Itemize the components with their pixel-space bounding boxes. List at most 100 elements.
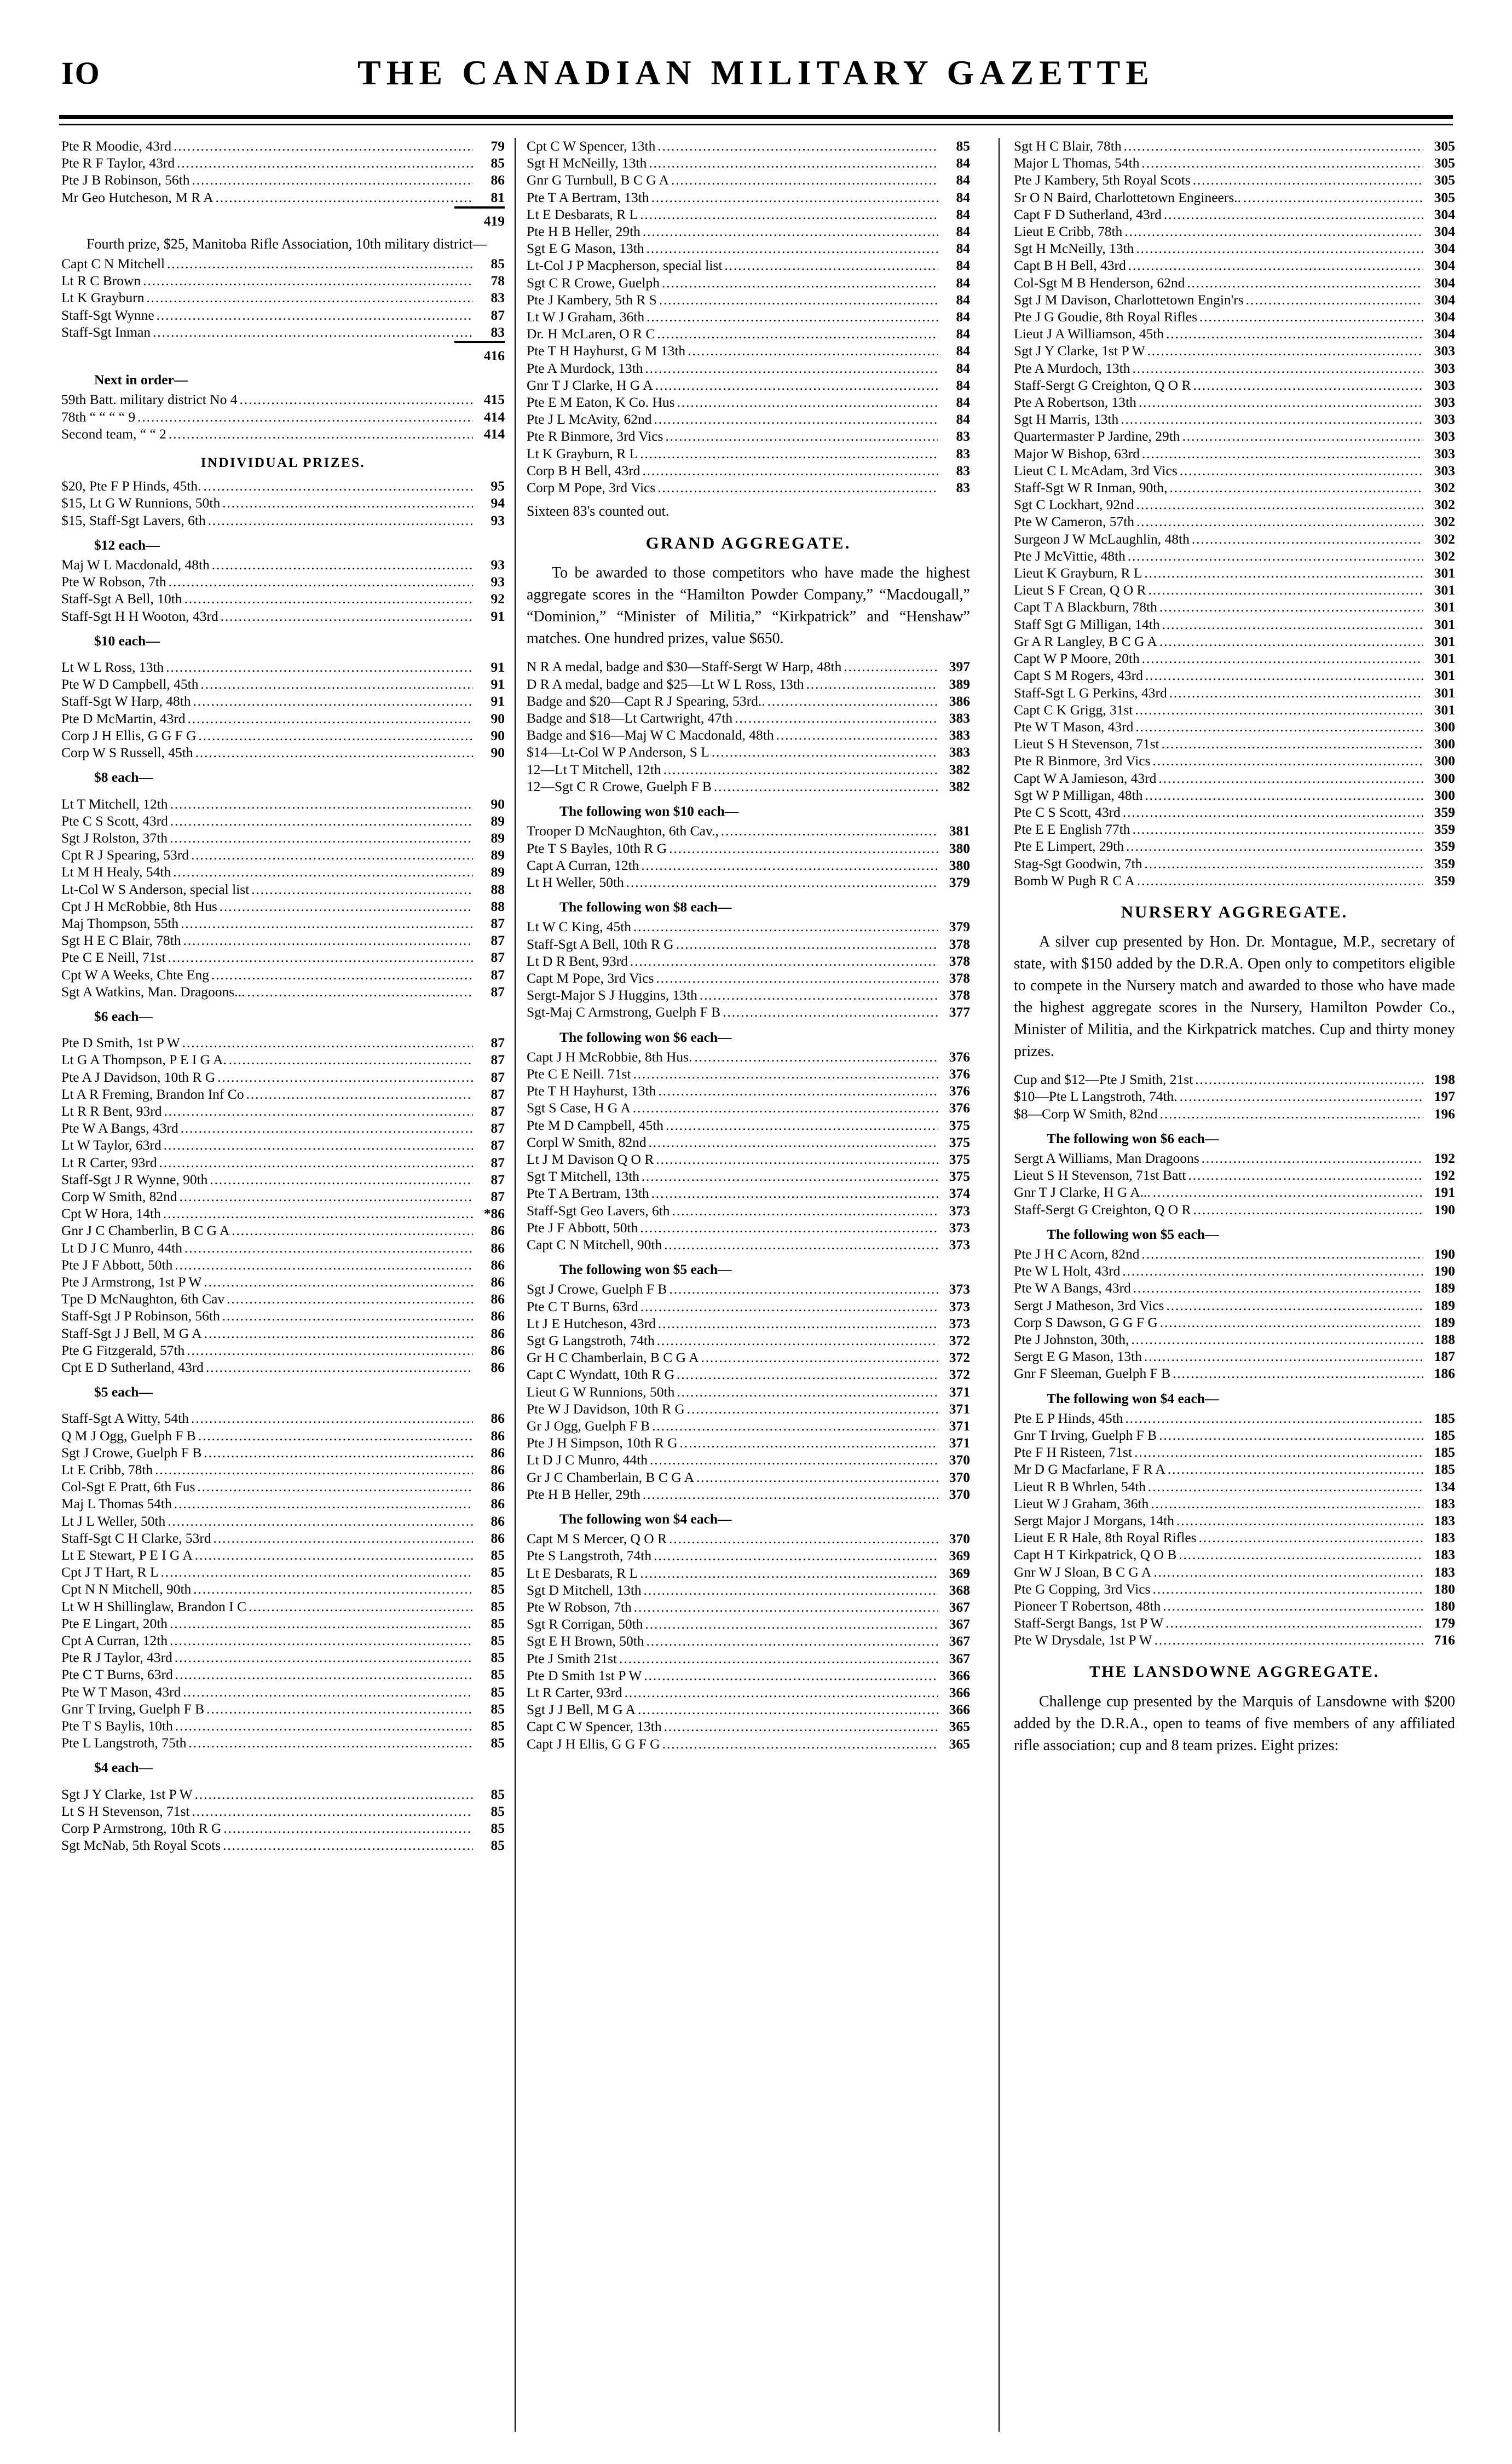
leader-dots: ........................................… <box>203 479 473 494</box>
prize-entry-row: Sgt J J Bell, M G A.....................… <box>527 1701 970 1718</box>
competitor-name: Lt E Desbarats, R L <box>527 1565 638 1581</box>
leader-dots: ........................................… <box>776 728 938 743</box>
prize-entry-row: Lt W L Ross, 13th.......................… <box>61 659 505 676</box>
score-value: 301 <box>1434 582 1455 598</box>
leader-dots: ........................................… <box>213 1531 473 1546</box>
leader-dots: ........................................… <box>649 156 938 171</box>
leader-dots: ........................................… <box>656 1152 938 1167</box>
won-5-label: The following won $5 each— <box>559 1261 732 1278</box>
prize-entry-row: Lt S H Stevenson, 71st..................… <box>61 1803 505 1820</box>
competitor-name: Lt E Desbarats, R L <box>527 206 638 222</box>
leader-dots: ........................................… <box>1132 822 1424 838</box>
leader-dots: ........................................… <box>713 779 938 794</box>
leader-dots: ........................................… <box>724 258 938 274</box>
section-label-8: $8 each— <box>94 769 153 786</box>
prize-entry-row: Maj W L Macdonald, 48th.................… <box>61 557 505 574</box>
competitor-name: Pte R Binmore, 3rd Vics <box>527 428 663 445</box>
competitor-name: Pte J B Robinson, 56th <box>61 172 190 188</box>
competitor-name: Staff-Sergt G Creighton, Q O R <box>1014 1201 1191 1217</box>
leader-dots: ........................................… <box>146 291 473 306</box>
competitor-name: Bomb W Pugh R C A <box>1014 872 1135 888</box>
prize-entry-row: Sgt H C Blair, 78th.....................… <box>1014 138 1455 155</box>
competitor-name: Pte A J Davidson, 10th R G <box>61 1069 216 1085</box>
score-value: 84 <box>956 411 971 428</box>
prize-entry-row: Gr A R Langley, B C G A.................… <box>1014 633 1455 650</box>
competitor-name: Sgt H McNeilly, 13th <box>1014 240 1134 257</box>
prize-entry-row: Pte T A Bertram, 13th...................… <box>527 1185 970 1202</box>
score-value: 301 <box>1434 633 1455 649</box>
competitor-name: Major W Bishop, 63rd <box>1014 445 1140 461</box>
competitor-name: Lieut G W Runnions, 50th <box>527 1383 675 1400</box>
competitor-name: Pte T H Hayhurst, G M 13th <box>527 343 686 359</box>
competitor-name: Pte C S Scott, 43rd <box>61 812 168 829</box>
leader-dots: ........................................… <box>677 1384 938 1400</box>
prize-entry-row: Pte J H C Acorn, 82nd...................… <box>1014 1246 1455 1263</box>
leader-dots: ........................................… <box>247 984 473 1000</box>
score-value: 302 <box>1434 547 1455 564</box>
prize-entry-row: Sgt H McNeilly, 13th....................… <box>527 155 970 172</box>
competitor-name: Pte R Moodie, 43rd <box>61 138 172 154</box>
competitor-name: Capt B H Bell, 43rd <box>1014 257 1126 274</box>
competitor-name: Col-Sgt M B Henderson, 62nd <box>1014 274 1185 291</box>
competitor-name: Gr J Ogg, Guelph F B <box>527 1418 650 1434</box>
prize-entry-row: Cpt C W Spencer, 13th...................… <box>527 138 970 155</box>
prize-entry-row: Pte R Moodie, 43rd......................… <box>61 138 505 155</box>
nursery-6-label: The following won $6 each— <box>1047 1130 1219 1146</box>
prize-entry-row: Pte T A Bertram, 13th...................… <box>527 189 970 206</box>
leader-dots: ........................................… <box>646 1634 938 1649</box>
prize-entry-row: Corpl W Smith, 82nd.....................… <box>527 1134 970 1151</box>
leader-dots: ........................................… <box>1141 651 1423 667</box>
leader-dots: ........................................… <box>1173 1366 1423 1382</box>
competitor-name: Lt R Carter, 93rd <box>527 1684 622 1701</box>
competitor-name: Lt M H Healy, 54th <box>61 864 171 880</box>
leader-dots: ........................................… <box>688 344 938 359</box>
score-value: 86 <box>490 1308 505 1324</box>
prize-entry-row: $15, Lt G W Runnions, 50th..............… <box>61 495 505 512</box>
competitor-name: $8—Corp W Smith, 82nd <box>1014 1105 1158 1122</box>
leader-dots: ........................................… <box>193 694 473 709</box>
score-value: 188 <box>1434 1331 1455 1347</box>
prize-entry-row: Pte W T Mason, 43rd.....................… <box>1014 719 1455 736</box>
leader-dots: ........................................… <box>170 1634 473 1649</box>
list-won-4: Capt M S Mercer, Q O R..................… <box>527 1531 970 1753</box>
competitor-name: Stag-Sgt Goodwin, 7th <box>1014 855 1142 872</box>
competitor-name: $10—Pte L Langstroth, 74th. <box>1014 1088 1178 1105</box>
competitor-name: Sgt D Mitchell, 13th <box>527 1582 642 1598</box>
leader-dots: ........................................… <box>175 1257 473 1273</box>
competitor-name: Lt J E Hutcheson, 43rd <box>527 1315 656 1331</box>
won-4-label: The following won $4 each— <box>559 1511 732 1527</box>
leader-dots: ........................................… <box>1151 1496 1423 1511</box>
competitor-name: Gr A R Langley, B C G A <box>1014 633 1157 649</box>
prize-entry-row: Lt W C King, 45th.......................… <box>527 919 970 936</box>
leader-dots: ........................................… <box>641 1169 938 1185</box>
prize-entry-row: $10—Pte L Langstroth, 74th..............… <box>1014 1088 1455 1105</box>
prize-entry-row: Capt C N Mitchell.......................… <box>61 256 505 273</box>
score-value: 301 <box>1434 667 1455 684</box>
competitor-name: Staff-Sgt W Harp, 48th <box>61 693 191 709</box>
competitor-name: Capt S M Rogers, 43rd <box>1014 667 1143 684</box>
prize-entry-row: Pte W A Bangs, 43rd.....................… <box>1014 1280 1455 1297</box>
score-value: 186 <box>1434 1365 1455 1382</box>
score-value: 386 <box>949 693 970 709</box>
competitor-name: Pte H B Heller, 29th <box>527 1486 640 1502</box>
score-value: 91 <box>490 676 505 693</box>
prize-entry-row: Dr. H McLaren, O R C....................… <box>527 326 970 343</box>
prize-entry-row: Badge and $18—Lt Cartwright, 47th.......… <box>527 710 970 727</box>
prize-entry-row: Corp B H Bell, 43rd.....................… <box>527 463 970 480</box>
competitor-name: Capt C K Grigg, 31st <box>1014 701 1133 718</box>
competitor-name: Sgt G Langstroth, 74th <box>527 1332 655 1348</box>
leader-dots: ........................................… <box>1152 1582 1423 1597</box>
score-value: 300 <box>1434 753 1455 769</box>
score-value: 86 <box>490 1291 505 1307</box>
score-value: 88 <box>490 881 505 897</box>
score-value: 304 <box>1434 240 1455 257</box>
competitor-name: Lt K Grayburn, R L <box>527 445 638 461</box>
competitor-name: Corpl W Smith, 82nd <box>527 1134 647 1150</box>
leader-dots: ........................................… <box>676 937 938 952</box>
competitor-name: Major L Thomas, 54th <box>1014 155 1140 171</box>
leader-dots: ........................................… <box>222 496 473 511</box>
score-value: 86 <box>490 1342 505 1358</box>
competitor-name: 59th Batt. military district No 4 <box>61 391 238 408</box>
competitor-name: Staff-Sergt G Creighton, Q O R <box>1014 377 1191 393</box>
leader-dots: ........................................… <box>222 1309 473 1324</box>
